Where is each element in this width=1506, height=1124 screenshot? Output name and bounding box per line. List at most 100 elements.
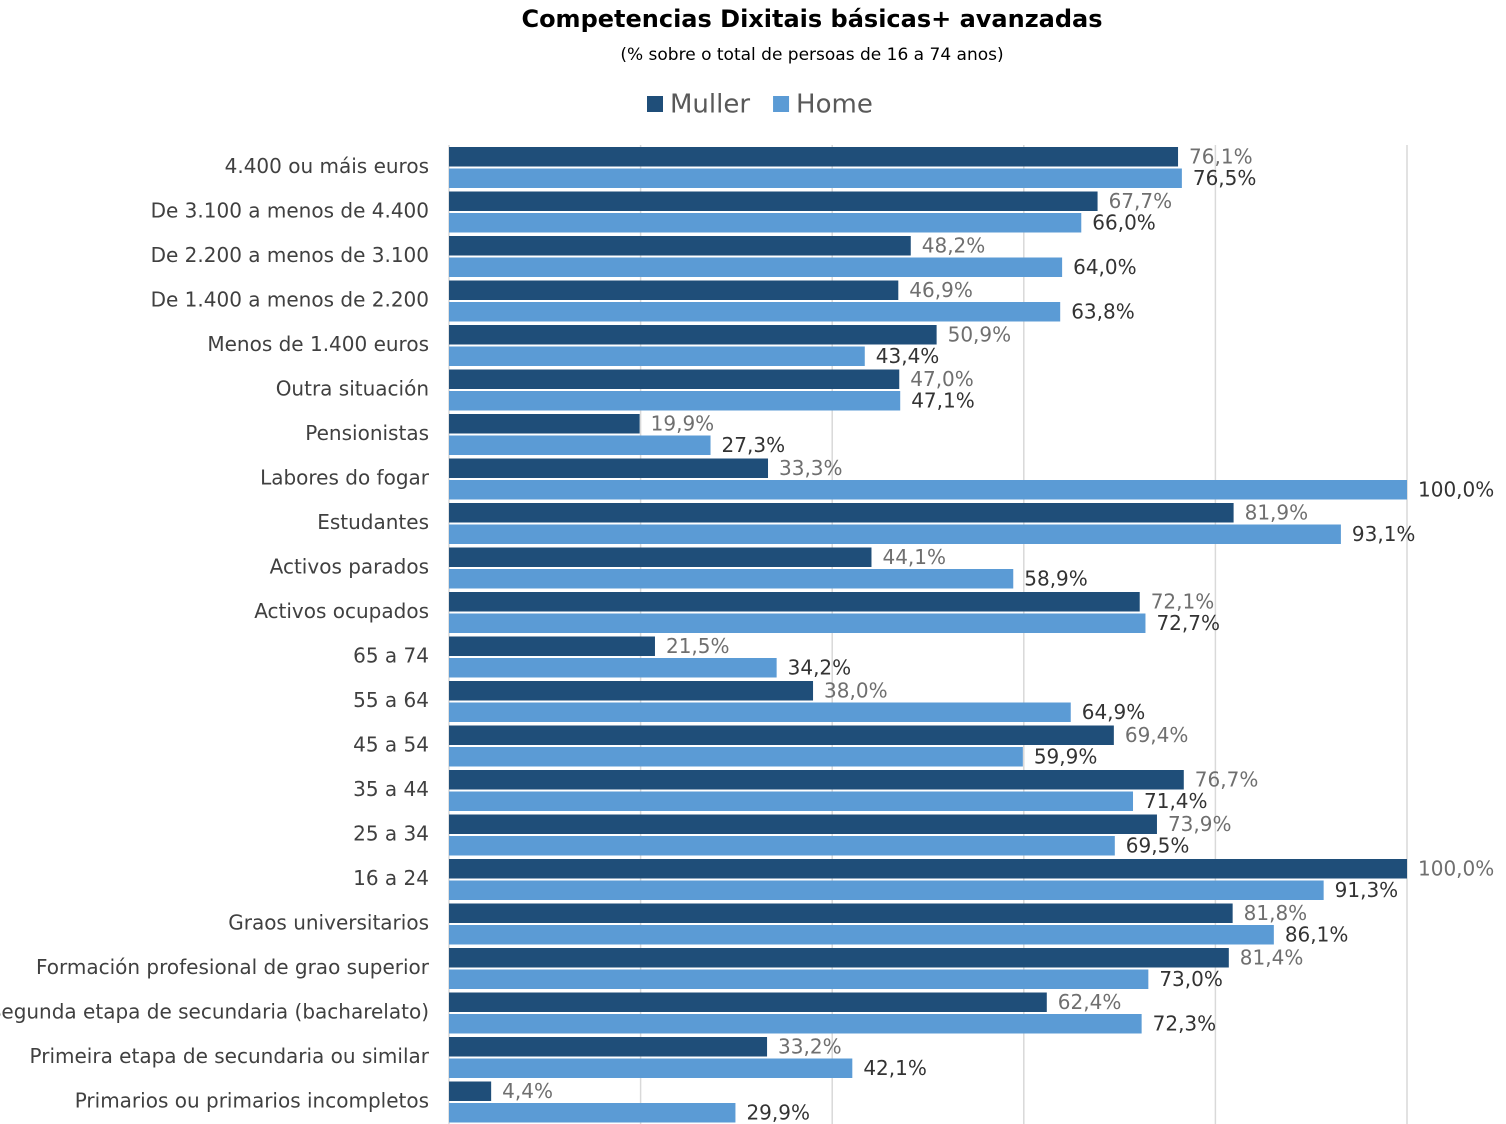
y-tick-label: Estudantes: [317, 510, 429, 534]
y-tick-label: 55 a 64: [353, 688, 429, 712]
bar: [449, 1103, 736, 1123]
bar: [449, 168, 1182, 188]
bar: [449, 257, 1063, 277]
value-label: 59,9%: [1034, 744, 1098, 768]
bar: [449, 1058, 853, 1078]
bar: [449, 1014, 1142, 1034]
legend-label: Muller: [670, 90, 750, 120]
value-label: 93,1%: [1352, 522, 1416, 546]
value-label: 71,4%: [1144, 789, 1208, 813]
bar: [449, 836, 1115, 856]
value-label: 47,0%: [910, 367, 974, 391]
value-label: 72,1%: [1151, 589, 1215, 613]
y-tick-label: Labores do fogar: [260, 465, 430, 489]
y-tick-label: Graos universitarios: [228, 910, 429, 934]
value-label: 47,1%: [911, 388, 975, 412]
value-label: 76,1%: [1189, 144, 1253, 168]
bar: [449, 903, 1233, 923]
y-tick-label: Segunda etapa de secundaria (bacharelato…: [0, 999, 429, 1023]
bar: [449, 236, 911, 256]
y-tick-label: De 2.200 a menos de 3.100: [151, 243, 429, 267]
value-label: 46,9%: [909, 278, 973, 302]
bar: [449, 302, 1061, 322]
bar: [449, 414, 640, 434]
value-label: 33,3%: [779, 456, 843, 480]
bar: [449, 369, 900, 389]
bar: [449, 592, 1140, 612]
value-label: 76,7%: [1195, 767, 1259, 791]
bar: [449, 547, 872, 567]
bar: [449, 969, 1149, 989]
value-label: 27,3%: [722, 433, 786, 457]
value-label: 63,8%: [1071, 299, 1135, 323]
value-label: 43,4%: [876, 344, 940, 368]
y-tick-label: Activos ocupados: [254, 599, 429, 623]
value-label: 72,3%: [1153, 1011, 1217, 1035]
bar: [449, 859, 1407, 879]
y-tick-label: Primarios ou primarios incompletos: [75, 1088, 429, 1112]
bar: [449, 325, 937, 345]
value-label: 38,0%: [824, 678, 888, 702]
bar: [449, 925, 1274, 945]
value-label: 62,4%: [1058, 990, 1122, 1014]
bar: [449, 147, 1179, 167]
y-tick-label: 4.400 ou máis euros: [225, 154, 429, 178]
y-tick-label: Activos parados: [270, 554, 429, 578]
value-label: 100,0%: [1418, 477, 1494, 501]
value-label: 34,2%: [788, 655, 852, 679]
value-label: 91,3%: [1335, 878, 1399, 902]
legend-label: Home: [796, 90, 873, 120]
value-label: 64,0%: [1073, 255, 1137, 279]
value-label: 29,9%: [746, 1100, 810, 1124]
value-label: 86,1%: [1285, 922, 1349, 946]
bar: [449, 191, 1098, 211]
y-tick-label: Formación profesional de grao superior: [36, 955, 430, 979]
y-tick-label: Outra situación: [276, 376, 429, 400]
value-label: 69,5%: [1126, 833, 1190, 857]
value-label: 44,1%: [882, 545, 946, 569]
y-tick-label: De 3.100 a menos de 4.400: [151, 198, 429, 222]
bar: [449, 503, 1234, 523]
bar: [449, 458, 769, 478]
value-label: 19,9%: [651, 411, 715, 435]
bar: [449, 524, 1341, 544]
chart-title: Competencias Dixitais básicas+ avanzadas: [521, 5, 1102, 33]
value-label: 21,5%: [666, 634, 730, 658]
y-tick-label: 16 a 24: [353, 866, 429, 890]
y-tick-label: Pensionistas: [305, 421, 429, 445]
legend-swatch: [647, 96, 663, 112]
value-label: 73,0%: [1159, 967, 1223, 991]
bar: [449, 569, 1014, 589]
bar: [449, 391, 901, 411]
bar: [449, 681, 814, 701]
y-tick-label: De 1.400 a menos de 2.200: [151, 287, 429, 311]
bar: [449, 725, 1114, 745]
value-label: 73,9%: [1168, 812, 1232, 836]
value-label: 81,9%: [1245, 500, 1309, 524]
value-label: 64,9%: [1082, 700, 1146, 724]
y-tick-label: 35 a 44: [353, 777, 429, 801]
value-label: 100,0%: [1418, 856, 1494, 880]
y-tick-label: Primeira etapa de secundaria ou similar: [30, 1044, 430, 1068]
bar: [449, 1081, 492, 1101]
value-label: 69,4%: [1125, 723, 1189, 747]
value-label: 81,8%: [1244, 901, 1308, 925]
value-label: 42,1%: [863, 1056, 927, 1080]
bar: [449, 636, 655, 656]
y-tick-label: 45 a 54: [353, 732, 429, 756]
bar: [449, 280, 899, 300]
chart-subtitle: (% sobre o total de persoas de 16 a 74 a…: [620, 45, 1003, 65]
bar: [449, 1037, 768, 1057]
y-tick-label: 65 a 74: [353, 643, 429, 667]
y-tick-label: Menos de 1.400 euros: [207, 332, 429, 356]
value-label: 76,5%: [1193, 166, 1257, 190]
bar: [449, 948, 1229, 968]
bar: [449, 992, 1047, 1012]
value-label: 58,9%: [1024, 566, 1088, 590]
value-label: 66,0%: [1092, 210, 1156, 234]
bar: [449, 613, 1146, 633]
bar: [449, 747, 1023, 767]
bar: [449, 814, 1157, 834]
bar: [449, 658, 777, 678]
bar: [449, 770, 1184, 790]
